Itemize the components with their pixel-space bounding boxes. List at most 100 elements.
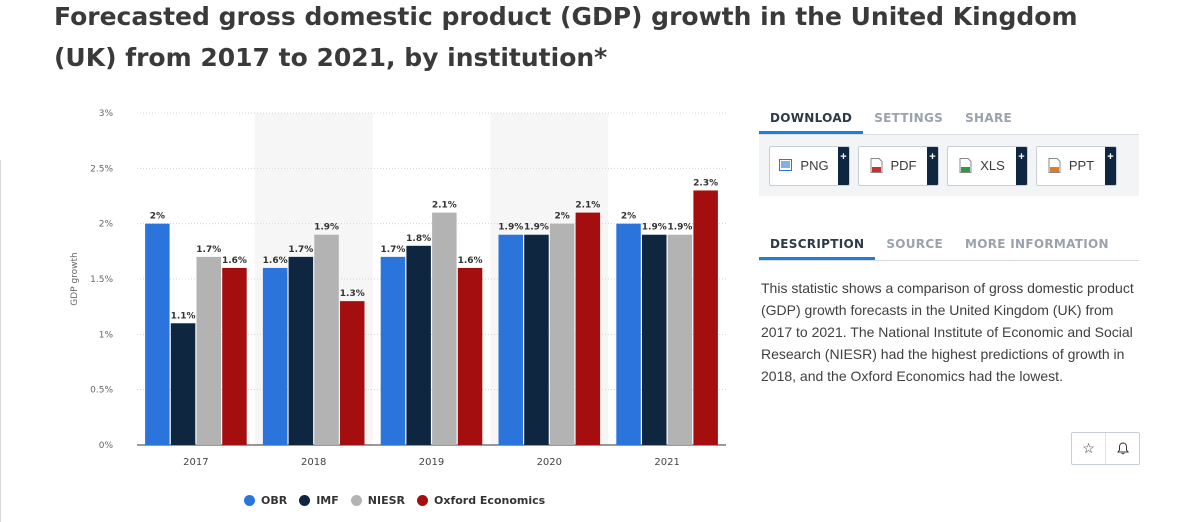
bar [616, 223, 641, 445]
xls-file-icon [959, 158, 972, 173]
legend-label: OBR [261, 494, 288, 507]
pdf-file-icon [870, 158, 882, 173]
legend-item[interactable]: OBR [244, 494, 287, 507]
download-ppt-plus[interactable]: + [1105, 146, 1116, 185]
bar [432, 212, 457, 445]
legend-item[interactable]: Oxford Economics [417, 494, 545, 507]
bar [642, 234, 667, 445]
data-label: 2% [621, 212, 636, 222]
download-png-label: PNG [800, 158, 829, 173]
data-label: 1.7% [196, 245, 221, 255]
tab-download[interactable]: DOWNLOAD [759, 100, 864, 134]
bar [340, 301, 365, 445]
x-tick-label: 2020 [537, 457, 562, 468]
data-label: 1.9% [524, 223, 549, 233]
action-icons: ☆ [1071, 432, 1140, 465]
y-tick-label: 3% [99, 109, 114, 119]
ppt-file-icon [1048, 158, 1061, 173]
legend-swatch [299, 495, 311, 506]
x-tick-label: 2017 [183, 457, 208, 468]
data-label: 1.7% [380, 245, 405, 255]
bell-icon[interactable] [1105, 433, 1139, 464]
png-file-icon [779, 159, 793, 171]
bar [288, 256, 314, 445]
data-label: 1.9% [314, 223, 339, 233]
tab-share[interactable]: SHARE [965, 111, 1012, 125]
bar [262, 267, 288, 445]
legend-swatch [244, 495, 255, 506]
download-png-button[interactable]: PNG + [769, 145, 850, 186]
bar [667, 234, 693, 445]
tab-description[interactable]: DESCRIPTION [759, 226, 876, 260]
side-panel: DOWNLOAD SETTINGS SHARE PNG + PDF + XLS … [759, 100, 1139, 387]
left-border [0, 160, 1, 522]
x-tick-label: 2018 [301, 457, 326, 468]
download-ppt-label: PPT [1068, 158, 1095, 173]
download-tabs: DOWNLOAD SETTINGS SHARE [759, 100, 1139, 134]
y-tick-label: 1% [99, 330, 114, 340]
legend-swatch [350, 495, 362, 506]
legend-item[interactable]: IMF [299, 494, 339, 507]
data-label: 2.1% [432, 201, 457, 211]
legend-label: NIESR [367, 494, 405, 507]
data-label: 1.6% [458, 256, 483, 266]
data-label: 1.9% [667, 223, 692, 233]
data-label: 1.6% [222, 256, 247, 266]
data-label: 1.9% [498, 223, 523, 233]
y-tick-label: 0% [99, 441, 114, 451]
x-tick-label: 2021 [654, 457, 679, 468]
data-label: 1.8% [406, 234, 431, 244]
star-icon[interactable]: ☆ [1082, 440, 1095, 456]
legend-label: IMF [316, 494, 339, 507]
chart-legend: OBR IMF NIESR Oxford Economics [244, 494, 557, 507]
y-axis-label: GDP growth [70, 252, 80, 306]
bar [549, 223, 575, 445]
bar [457, 267, 483, 445]
bar-chart: 0% 0.5% 1% 1.5% 2% 2.5% 3% GDP growth 2% 1.1% 1.7%… [70, 109, 726, 468]
data-label: 1.3% [340, 289, 365, 299]
description-tabs: DESCRIPTION SOURCE MORE INFORMATION [759, 226, 1139, 260]
legend-swatch [417, 495, 428, 506]
bar [575, 212, 601, 445]
tab-more-information[interactable]: MORE INFORMATION [964, 237, 1109, 251]
bar [170, 323, 196, 445]
description-text: This statistic shows a comparison of gro… [761, 280, 1134, 384]
x-tick-label: 2019 [419, 457, 444, 468]
download-png-plus[interactable]: + [838, 146, 849, 185]
data-label: 2.3% [693, 178, 718, 188]
bar [222, 267, 247, 445]
tab-settings[interactable]: SETTINGS [874, 111, 944, 125]
bar [380, 256, 406, 445]
bar [498, 234, 523, 445]
data-label: 2% [555, 212, 570, 222]
download-pdf-button[interactable]: PDF + [858, 145, 939, 186]
tabs-divider [759, 134, 1139, 135]
legend-label: Oxford Economics [434, 494, 546, 507]
bar [406, 245, 431, 445]
y-tick-label: 1.5% [90, 275, 113, 285]
bar [524, 234, 549, 445]
bell-shape [1116, 442, 1129, 455]
download-pdf-plus[interactable]: + [927, 146, 938, 185]
download-pdf-label: PDF [890, 158, 917, 173]
legend-item[interactable]: NIESR [350, 494, 405, 507]
data-label: 1.6% [263, 256, 288, 266]
y-tick-label: 0.5% [90, 386, 113, 396]
y-tick-label: 2.5% [90, 164, 113, 174]
download-xls-label: XLS [980, 158, 1005, 173]
data-label: 1.7% [288, 245, 313, 255]
data-label: 2% [150, 212, 165, 222]
bar [145, 223, 170, 445]
data-label: 2.1% [575, 201, 600, 211]
download-ppt-button[interactable]: PPT + [1036, 145, 1117, 186]
tab-source[interactable]: SOURCE [886, 237, 943, 251]
download-xls-button[interactable]: XLS + [947, 145, 1028, 186]
data-label: 1.9% [642, 223, 667, 233]
download-xls-plus[interactable]: + [1016, 146, 1027, 185]
description-divider [759, 260, 1139, 261]
download-buttons: PNG + PDF + XLS + PPT + [759, 135, 1139, 196]
bar [693, 190, 718, 445]
data-label: 1.1% [171, 311, 196, 321]
bar [314, 234, 339, 445]
bar [196, 256, 221, 445]
